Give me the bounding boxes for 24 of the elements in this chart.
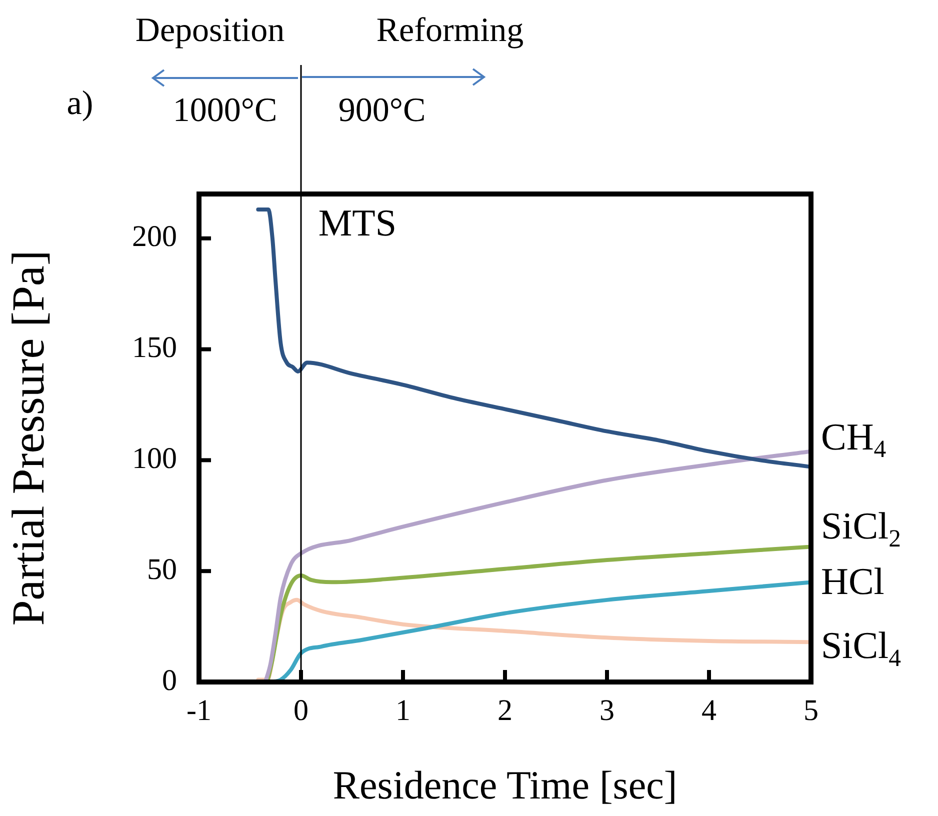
x-tick-label: 3 <box>600 694 614 727</box>
y-tick-label: 50 <box>147 552 177 586</box>
text: a) <box>66 84 94 122</box>
x-tick-label: 0 <box>294 694 308 727</box>
text: 1000°C <box>172 92 278 129</box>
x-tick-label: 2 <box>498 694 512 727</box>
x-tick-label: 5 <box>804 694 818 727</box>
line-series <box>263 449 811 682</box>
text: Reforming <box>376 12 524 49</box>
y-axis-title: Partial Pressure [Pa] <box>2 250 54 626</box>
series-label: MTS <box>318 202 396 245</box>
x-tick-label: -1 <box>186 694 212 727</box>
line-series <box>256 208 811 469</box>
series-label: HCl <box>821 561 884 604</box>
line-series <box>265 544 811 682</box>
text: Deposition <box>135 12 285 49</box>
y-tick-label: 200 <box>132 220 177 254</box>
y-tick-label: 100 <box>132 442 177 476</box>
x-tick-label: 1 <box>396 694 410 727</box>
y-tick-label: 150 <box>132 331 177 364</box>
y-tick-label: 0 <box>162 664 177 697</box>
x-tick-label: 4 <box>702 694 716 727</box>
x-axis-title: Residence Time [sec] <box>332 762 678 808</box>
text: 900°C <box>338 92 426 129</box>
